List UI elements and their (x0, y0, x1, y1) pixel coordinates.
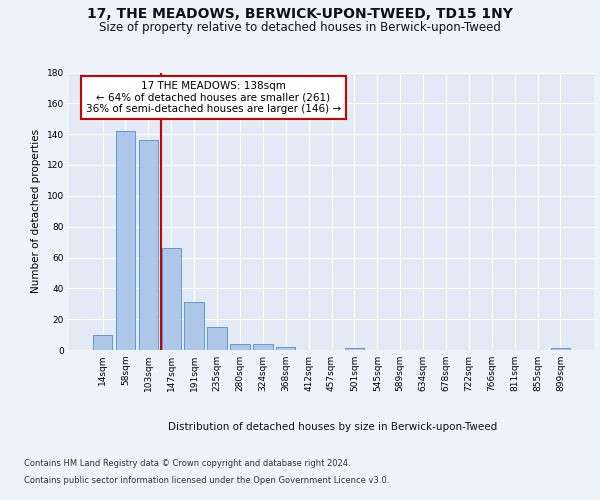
Bar (551, 348, 570, 350)
Text: 17, THE MEADOWS, BERWICK-UPON-TWEED, TD15 1NY: 17, THE MEADOWS, BERWICK-UPON-TWEED, TD1… (87, 8, 513, 22)
Text: 17 THE MEADOWS: 138sqm
← 64% of detached houses are smaller (261)
36% of semi-de: 17 THE MEADOWS: 138sqm ← 64% of detached… (86, 81, 341, 114)
Bar (253, 344, 272, 350)
Y-axis label: Number of detached properties: Number of detached properties (31, 129, 41, 294)
Bar (116, 131, 135, 350)
Bar (276, 347, 295, 350)
Bar (93, 334, 112, 350)
Bar (208, 327, 227, 350)
Bar (139, 140, 158, 350)
Text: Contains HM Land Registry data © Crown copyright and database right 2024.: Contains HM Land Registry data © Crown c… (24, 458, 350, 468)
Bar (344, 348, 364, 350)
Bar (184, 302, 204, 350)
Text: Contains public sector information licensed under the Open Government Licence v3: Contains public sector information licen… (24, 476, 389, 485)
Text: Size of property relative to detached houses in Berwick-upon-Tweed: Size of property relative to detached ho… (99, 21, 501, 34)
Bar (161, 248, 181, 350)
Text: Distribution of detached houses by size in Berwick-upon-Tweed: Distribution of detached houses by size … (169, 422, 497, 432)
Bar (230, 344, 250, 350)
